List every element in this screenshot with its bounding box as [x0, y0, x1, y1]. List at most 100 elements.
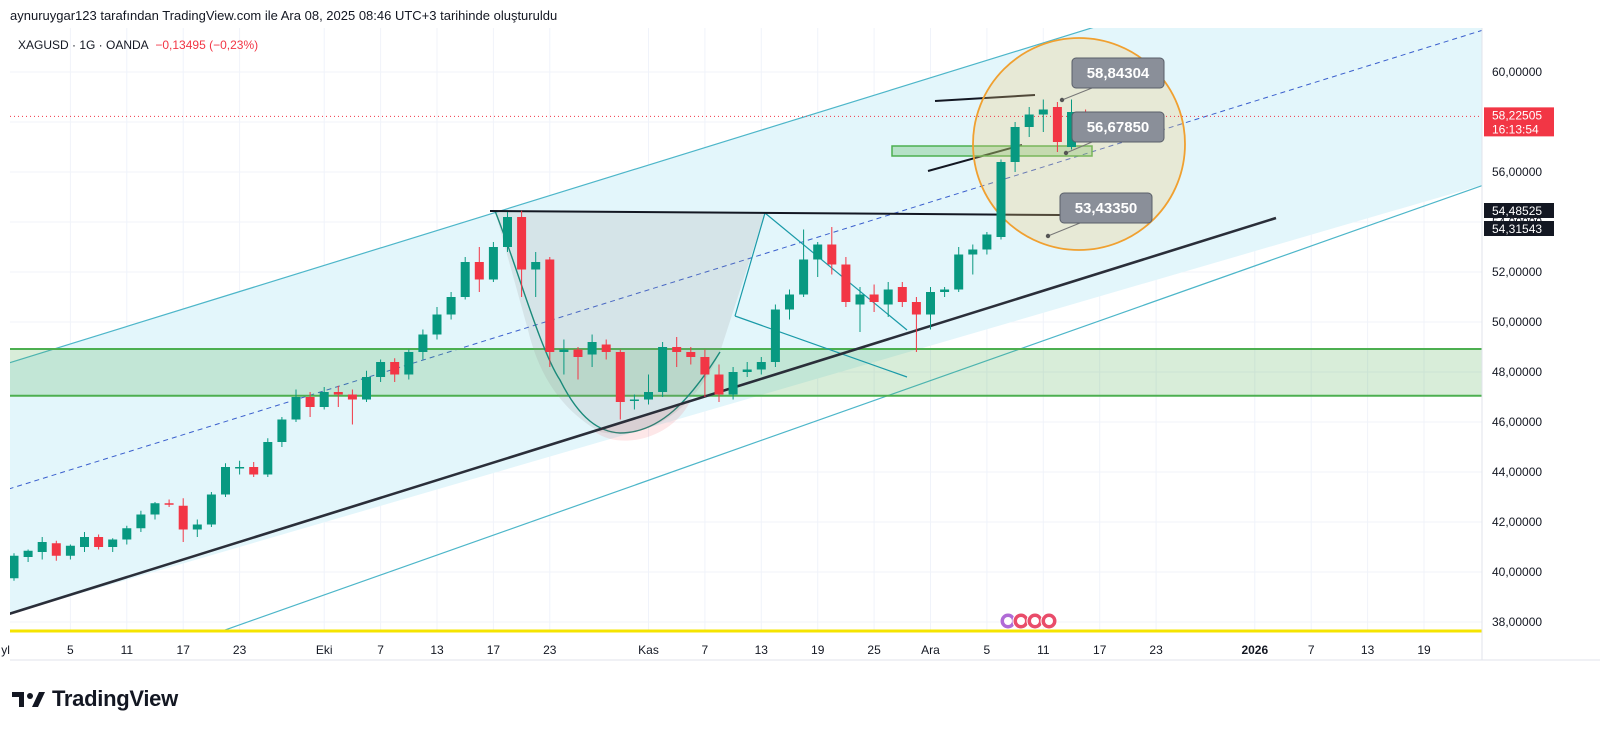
- candle-body: [446, 297, 456, 315]
- tradingview-logo[interactable]: TradingView: [12, 686, 178, 712]
- callout-anchor: [1063, 150, 1069, 156]
- cup-shape: [495, 211, 765, 434]
- candle-body: [319, 392, 329, 407]
- candle-body: [221, 467, 230, 495]
- x-tick-label: 2026: [1241, 643, 1268, 657]
- candle: [404, 349, 414, 380]
- candle-body: [658, 347, 668, 392]
- price-tag-label: 16:13:54: [1492, 122, 1539, 136]
- price-tag-countdown: 16:13:54: [1484, 121, 1554, 137]
- x-tick-label: 7: [702, 643, 709, 657]
- candle: [545, 257, 555, 367]
- candle-body: [51, 543, 61, 556]
- candle: [968, 244, 978, 275]
- candle-body: [432, 314, 442, 335]
- candle-body: [235, 467, 245, 469]
- candle-body: [474, 262, 484, 280]
- candle: [954, 247, 964, 292]
- x-tick-label: 25: [867, 643, 881, 657]
- candle-body: [869, 294, 879, 302]
- x-tick-label: 17: [1093, 643, 1107, 657]
- callout-anchor: [1045, 233, 1051, 239]
- x-tick-label: yl: [1, 643, 10, 657]
- y-tick-label: 40,00000: [1492, 565, 1542, 579]
- candle-body: [672, 347, 682, 352]
- candle: [192, 519, 202, 537]
- candle: [376, 359, 386, 382]
- candle: [785, 289, 794, 320]
- candle-body: [65, 545, 75, 556]
- price-tag-box: [1484, 203, 1554, 218]
- candle: [531, 252, 541, 297]
- price-tag-box: [1484, 221, 1554, 236]
- candle-body: [756, 362, 766, 370]
- x-tick-label: 23: [1149, 643, 1163, 657]
- range-top-line: [934, 94, 1036, 102]
- x-tick-label: 5: [984, 643, 991, 657]
- candle-body: [799, 259, 809, 295]
- candle-body: [390, 362, 400, 375]
- candle-body: [460, 262, 470, 297]
- channel-upper-line: [10, 28, 1094, 364]
- candle-body: [1038, 109, 1048, 115]
- candle: [362, 370, 371, 402]
- price-callout: 56,67850: [1063, 111, 1165, 156]
- candle: [728, 367, 738, 400]
- candle: [615, 349, 625, 420]
- price-tag-box: [1484, 121, 1554, 137]
- candle-body: [80, 537, 89, 547]
- x-tick-label: 13: [1361, 643, 1375, 657]
- candle: [249, 462, 259, 477]
- candle: [686, 347, 696, 365]
- candle: [37, 537, 47, 560]
- candle-body: [192, 524, 202, 530]
- candle: [460, 257, 470, 300]
- candle-body: [587, 342, 597, 355]
- candle-body: [1024, 114, 1034, 127]
- callout-anchor: [1059, 97, 1065, 103]
- x-tick-label: 17: [487, 643, 501, 657]
- candle: [291, 389, 301, 422]
- candle: [221, 463, 230, 497]
- y-tick-label: 52,00000: [1492, 265, 1542, 279]
- candle-body: [911, 302, 921, 315]
- price-tag-dark: 54,48525: [1484, 203, 1554, 218]
- x-tick-label: Kas: [638, 643, 659, 657]
- callout-box: [1059, 192, 1153, 224]
- price-tag-last: 58,22505: [1484, 107, 1554, 123]
- candle: [235, 460, 245, 475]
- y-tick-label: 38,00000: [1492, 615, 1542, 629]
- event-icon-inner: [1004, 617, 1012, 625]
- tradingview-logo-text: TradingView: [52, 686, 178, 711]
- candle: [799, 229, 809, 297]
- price-change: −0,13495 (−0,23%): [155, 38, 259, 52]
- candle-body: [1052, 107, 1062, 142]
- x-tick-label: 7: [377, 643, 384, 657]
- candle-body: [277, 419, 287, 442]
- x-tick-label: 13: [755, 643, 769, 657]
- candle: [756, 357, 766, 375]
- candle: [474, 247, 484, 292]
- candle: [94, 534, 104, 550]
- candle: [1038, 99, 1048, 132]
- candle: [432, 307, 442, 340]
- candle: [305, 392, 315, 417]
- candle-body: [23, 550, 33, 557]
- candle-body: [686, 352, 696, 357]
- candle: [418, 329, 428, 360]
- callout-box: [1071, 111, 1165, 143]
- y-tick-label: 50,00000: [1492, 315, 1542, 329]
- candle-body: [347, 394, 357, 400]
- created-by-caption: aynuruygar123 tarafından TradingView.com…: [10, 8, 558, 23]
- candle-body: [573, 349, 583, 357]
- x-tick-label: Ara: [921, 643, 940, 657]
- y-tick-label: 44,00000: [1492, 465, 1542, 479]
- support-zone: [10, 349, 1482, 396]
- candle: [587, 334, 597, 367]
- candle-body: [813, 244, 823, 260]
- candle: [855, 287, 865, 332]
- x-tick-label: 11: [1037, 643, 1050, 657]
- candle: [23, 549, 33, 562]
- y-tick-label: 42,00000: [1492, 515, 1542, 529]
